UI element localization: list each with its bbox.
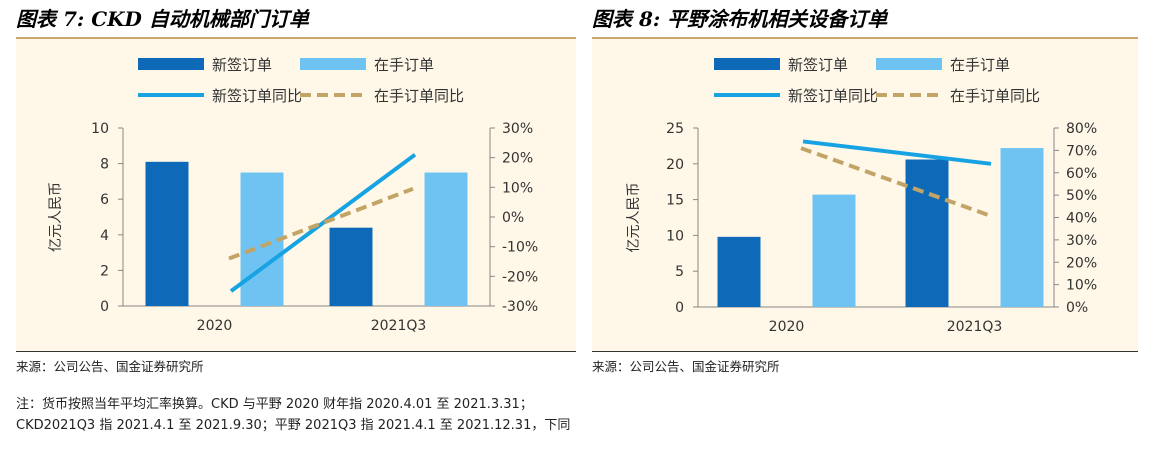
legend-label: 在手订单同比 xyxy=(374,87,464,105)
source-divider xyxy=(592,351,1138,352)
y-axis-label: 亿元人民币 xyxy=(48,182,64,252)
legend-label: 新签订单 xyxy=(788,56,848,74)
y2-tick-label: 30% xyxy=(1066,233,1097,249)
y-tick-label: 0 xyxy=(675,300,684,316)
y-axis-label: 亿元人民币 xyxy=(626,183,642,253)
panel-title: 图表 8: 平野涂布机相关设备订单 xyxy=(592,7,888,31)
source-text: 来源：公司公告、国金证券研究所 xyxy=(16,359,204,374)
y2-tick-label: 80% xyxy=(1066,121,1097,137)
source-divider xyxy=(16,351,576,352)
legend-swatch xyxy=(300,58,366,70)
bar xyxy=(424,172,468,306)
legend-label: 在手订单同比 xyxy=(950,87,1040,105)
x-tick-label: 2021Q3 xyxy=(371,318,427,334)
series-line xyxy=(228,186,414,261)
legend-swatch xyxy=(714,58,780,70)
legend-swatch xyxy=(876,58,942,70)
series-line xyxy=(229,153,417,293)
order-chart-ckd: 0 2 4 6 8 10 -30% -20% -10% 0% 10% 20% 30% 亿元人民币 2020 2… xyxy=(48,56,538,334)
legend-label: 在手订单 xyxy=(374,56,434,74)
y2-tick-label: 50% xyxy=(1066,188,1097,204)
legend-label: 新签订单 xyxy=(212,56,272,74)
y2-tick-label: 70% xyxy=(1066,143,1097,159)
y-tick-label: 10 xyxy=(91,121,109,137)
chart-area: 0 5 10 15 20 25 0% 10% 20% 30% 40% 50% 60% 70% 80% 亿元人民… xyxy=(592,39,1138,351)
legend-label: 在手订单 xyxy=(950,56,1010,74)
y2-tick-label: 30% xyxy=(502,121,533,137)
x-tick-label: 2020 xyxy=(769,319,805,335)
y-tick-label: 20 xyxy=(666,157,684,173)
bar xyxy=(905,159,949,307)
x-tick-label: 2021Q3 xyxy=(947,319,1003,335)
y2-tick-label: 40% xyxy=(1066,211,1097,227)
y2-tick-label: 10% xyxy=(502,180,533,196)
bar xyxy=(329,227,373,306)
y2-tick-label: -20% xyxy=(502,269,538,285)
y-tick-label: 8 xyxy=(100,157,109,173)
y2-tick-label: -10% xyxy=(502,240,538,256)
legend-label: 新签订单同比 xyxy=(788,87,878,105)
y-tick-label: 25 xyxy=(666,121,684,137)
footnote: 注：货币按照当年平均汇率换算。CKD 与平野 2020 财年指 2020.4.0… xyxy=(16,397,571,433)
title-divider xyxy=(592,37,1138,39)
chart-area: 0 2 4 6 8 10 -30% -20% -10% 0% 10% 20% 30% 亿元人民币 2020 2… xyxy=(16,39,576,351)
y-tick-label: 4 xyxy=(100,228,109,244)
y-tick-label: 5 xyxy=(675,264,684,280)
source-text: 来源：公司公告、国金证券研究所 xyxy=(592,359,780,374)
y2-tick-label: -30% xyxy=(502,299,538,315)
legend-label: 新签订单同比 xyxy=(212,87,302,105)
y2-tick-label: 20% xyxy=(502,151,533,167)
panel-title: 图表 7: CKD 自动机械部门订单 xyxy=(16,7,309,31)
series-line xyxy=(802,139,992,166)
bar xyxy=(1000,148,1044,307)
y-tick-label: 6 xyxy=(100,192,109,208)
y-tick-label: 2 xyxy=(100,263,109,279)
y2-tick-label: 60% xyxy=(1066,166,1097,182)
y2-tick-label: 0% xyxy=(1066,300,1088,316)
y2-tick-label: 0% xyxy=(502,210,524,226)
y-tick-label: 15 xyxy=(666,193,684,209)
bar xyxy=(717,236,761,307)
x-tick-label: 2020 xyxy=(197,318,233,334)
y-tick-label: 0 xyxy=(100,299,109,315)
bar xyxy=(812,194,856,307)
y2-tick-label: 10% xyxy=(1066,278,1097,294)
y2-tick-label: 20% xyxy=(1066,255,1097,271)
y-tick-label: 10 xyxy=(666,228,684,244)
order-chart-hirano: 0 5 10 15 20 25 0% 10% 20% 30% 40% 50% 60% 70% 80% 亿元人民… xyxy=(626,56,1097,335)
legend-swatch xyxy=(138,58,204,70)
bar xyxy=(145,161,189,306)
title-divider xyxy=(16,37,576,39)
